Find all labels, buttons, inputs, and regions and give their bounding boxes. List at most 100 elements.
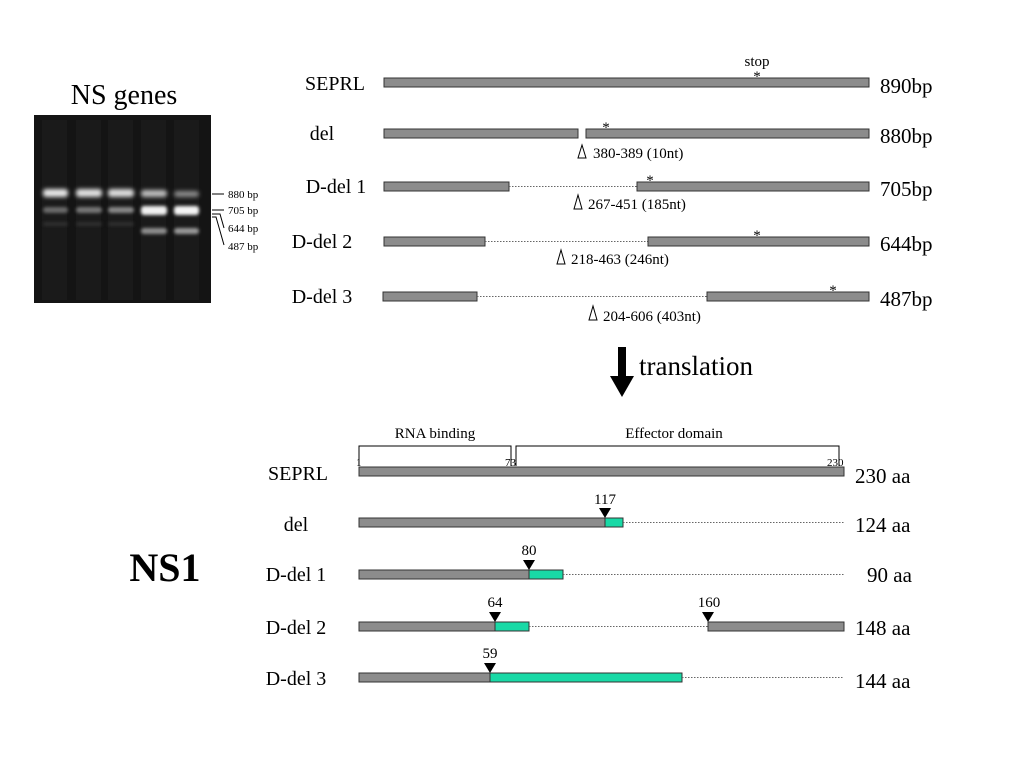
effector-domain-label: Effector domain	[625, 426, 723, 442]
gel-leaders	[212, 193, 225, 246]
protein-row-name: del	[284, 514, 309, 536]
gene-bar-segment	[382, 291, 478, 302]
ns1-panel: NS1 RNA binding Effector domain 1 73 230…	[129, 426, 912, 693]
gene-row-del: del * 380-389 (10nt) 880bp	[310, 120, 933, 162]
translation-step: translation	[610, 347, 753, 397]
protein-row-name: D-del 1	[266, 564, 327, 586]
gene-bar-segment	[585, 128, 870, 139]
stop-codon-marker: *	[829, 283, 837, 299]
gel-band-487	[43, 222, 134, 226]
protein-bar	[358, 621, 496, 632]
deletion-label: 267-451 (185nt)	[588, 197, 686, 213]
mutation-site-label: 59	[483, 646, 498, 662]
frameshift-segment	[528, 569, 564, 580]
gene-row-name: del	[310, 123, 335, 145]
deletion-marker	[588, 304, 598, 321]
gel-panel: NS genes	[34, 80, 259, 303]
gene-row-ddel3: D-del 3 * 204-606 (403nt) 487bp	[292, 283, 933, 325]
frameshift-segment	[604, 517, 624, 528]
mutation-site-marker	[489, 612, 501, 622]
gene-bar-segment	[383, 181, 510, 192]
protein-row-del: del 117 124 aa	[284, 492, 911, 537]
translation-label: translation	[639, 351, 753, 381]
protein-bar	[358, 517, 606, 528]
gene-bar	[383, 77, 870, 88]
gel-label-487: 487 bp	[228, 241, 259, 253]
gel-band-644	[141, 228, 199, 234]
deletion-marker	[556, 248, 566, 265]
gene-row-seprl: SEPRL stop * 890bp	[305, 54, 933, 98]
position-end: 230	[827, 457, 844, 469]
deletion-marker	[577, 143, 587, 159]
gene-row-name: D-del 2	[292, 231, 353, 253]
frameshift-segment	[489, 672, 683, 683]
protein-bar	[358, 672, 491, 683]
deletion-marker	[573, 193, 583, 210]
gene-bar-segment	[636, 181, 870, 192]
protein-row-name: D-del 3	[266, 668, 327, 690]
protein-row-length: 144 aa	[855, 669, 911, 693]
stop-codon-label: stop	[744, 54, 769, 70]
protein-row-seprl: SEPRL 230 aa	[268, 463, 911, 488]
restart-site-label: 160	[698, 595, 721, 611]
stop-codon-marker: *	[753, 69, 761, 85]
domain-brackets: RNA binding Effector domain 1 73 230	[356, 426, 844, 469]
gel-title: NS genes	[71, 80, 178, 111]
gene-row-length: 644bp	[880, 232, 933, 256]
gel-label-705: 705 bp	[228, 205, 259, 217]
protein-row-name: D-del 2	[266, 617, 327, 639]
protein-row-ddel1: D-del 1 80 90 aa	[266, 543, 913, 587]
gene-bar-segment	[706, 291, 870, 302]
ns1-title: NS1	[129, 545, 200, 590]
mutation-site-label: 80	[522, 543, 537, 559]
gene-row-length: 487bp	[880, 287, 933, 311]
rna-binding-label: RNA binding	[395, 426, 476, 442]
gene-map-panel: SEPRL stop * 890bp del * 380-389 (10nt) …	[292, 54, 933, 325]
protein-row-length: 90 aa	[867, 563, 913, 587]
protein-row-length: 124 aa	[855, 513, 911, 537]
stop-codon-marker: *	[646, 173, 654, 189]
translation-arrow-head	[610, 376, 634, 397]
deletion-label: 380-389 (10nt)	[593, 146, 683, 162]
protein-row-length: 148 aa	[855, 616, 911, 640]
position-start: 1	[356, 457, 362, 469]
gene-bar-segment	[647, 236, 870, 247]
deletion-label: 218-463 (246nt)	[571, 252, 669, 268]
stop-codon-marker: *	[602, 120, 610, 136]
gene-bar-segment	[383, 128, 579, 139]
frameshift-segment	[494, 621, 530, 632]
gel-label-644: 644 bp	[228, 223, 259, 235]
mutation-site-marker	[523, 560, 535, 570]
mutation-site-label: 64	[488, 595, 504, 611]
gene-row-name: D-del 1	[306, 176, 367, 198]
mutation-site-marker	[484, 663, 496, 673]
gel-band-705	[43, 206, 199, 215]
gene-bar-segment	[383, 236, 486, 247]
translation-arrow-shaft	[618, 347, 626, 377]
effector-domain-bracket	[515, 445, 840, 466]
protein-row-ddel2: D-del 2 64 160 148 aa	[266, 595, 911, 640]
protein-row-ddel3: D-del 3 59 144 aa	[266, 646, 911, 693]
gene-row-ddel2: D-del 2 * 218-463 (246nt) 644bp	[292, 228, 933, 268]
rna-binding-bracket	[358, 445, 512, 466]
protein-bar	[358, 569, 530, 580]
protein-row-name: SEPRL	[268, 463, 328, 485]
deletion-label: 204-606 (403nt)	[603, 309, 701, 325]
position-boundary: 73	[505, 457, 517, 469]
protein-bar-restart	[707, 621, 845, 632]
gene-row-name: SEPRL	[305, 73, 365, 95]
protein-row-length: 230 aa	[855, 464, 911, 488]
stop-codon-marker: *	[753, 228, 761, 244]
gene-row-name: D-del 3	[292, 286, 353, 308]
gel-label-880: 880 bp	[228, 189, 259, 201]
gene-row-length: 880bp	[880, 124, 933, 148]
gel-band-880	[43, 189, 199, 197]
protein-bar	[358, 466, 845, 477]
gene-row-length: 890bp	[880, 74, 933, 98]
gene-row-length: 705bp	[880, 177, 933, 201]
restart-site-marker	[702, 612, 714, 622]
mutation-site-label: 117	[594, 492, 616, 508]
gene-row-ddel1: D-del 1 * 267-451 (185nt) 705bp	[306, 173, 933, 213]
mutation-site-marker	[599, 508, 611, 518]
